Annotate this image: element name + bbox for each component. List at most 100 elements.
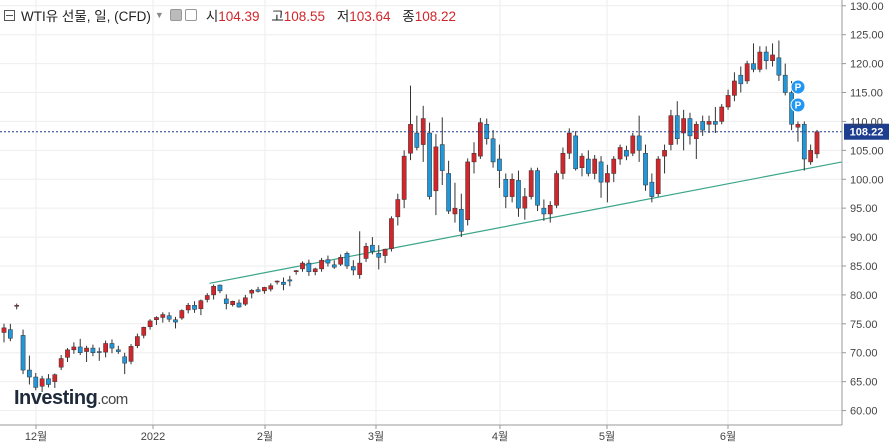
candle-body [65,349,70,358]
investing-logo: Investing.com [14,387,128,409]
candle-body [268,285,274,290]
candle-body [770,54,775,61]
y-tick-label: 130.00 [850,1,884,13]
candle-body [128,346,134,362]
candle-body [230,301,236,305]
candle-body [497,158,502,171]
candle-body [439,144,445,171]
y-tick-label: 120.00 [850,59,884,71]
x-tick-label: 3월 [368,430,384,443]
candle-body [331,264,337,268]
candle-body [338,257,343,265]
candle-body [90,347,96,353]
candle-body [262,287,267,292]
candle-body [211,285,216,296]
candle-body [452,207,458,215]
event-marker-label: P [795,83,802,94]
candle-body [249,290,255,294]
close-icon[interactable] [184,9,197,21]
candle-body [573,135,578,170]
candle-body [46,378,51,385]
y-tick-label: 110.00 [850,116,883,128]
event-marker-pin [790,97,806,113]
candle-body [8,329,13,339]
x-tick-label: 6월 [720,430,736,443]
candle-body [198,300,204,310]
candle-body [223,298,229,304]
candle-body [166,315,172,320]
candle-body [528,170,534,197]
candle-body [662,150,667,157]
candle-body [503,179,509,197]
close-value: 108.22 [414,9,457,24]
x-tick-label: 12월 [25,430,47,443]
collapse-icon[interactable] [4,9,15,21]
candle-body [344,253,350,267]
open-value: 104.39 [218,9,260,24]
candle-body [719,106,725,122]
candle-body [306,262,312,273]
candle-body [655,158,661,194]
candle-body [293,270,299,273]
candle-body [458,209,464,232]
candle-body [433,146,439,192]
candle-body [776,57,782,76]
candle-body [427,132,432,197]
candle-body [554,173,559,206]
candle-body [516,180,521,209]
y-tick-label: 85.00 [850,261,878,273]
candle-body [27,369,32,378]
open-label: 시 [205,9,219,24]
close-label: 종 [402,9,415,24]
candle-body [217,284,223,292]
x-tick-label: 2022 [141,431,165,443]
candle-body [592,158,598,174]
candle-body [643,152,648,186]
candle-body [541,207,547,215]
candle-body [122,356,128,364]
candle-body [14,305,20,307]
candle-body [192,305,197,310]
candle-body [598,161,604,183]
ohlc-readout: 시104.39 고108.55 저103.64 종108.22 [206,5,464,25]
candle-body [20,335,26,371]
candle-body [611,158,617,174]
candle-body [687,118,693,137]
candle-body [312,268,318,273]
candle-body [706,121,712,125]
low-value: 103.64 [349,9,391,24]
candle-body [109,343,115,349]
candle-body [281,281,286,285]
candle-body [738,74,744,85]
settings-icon[interactable] [169,9,182,21]
candle-body [566,132,572,154]
candle-body [471,152,477,163]
candle-body [649,181,655,197]
candle-body [96,351,102,353]
x-tick-label: 2월 [257,430,273,443]
candle-body [71,346,77,351]
candle-body [636,135,642,151]
candle-body [173,319,178,323]
candle-body [725,95,731,108]
candle-body [478,122,483,157]
candle-body [84,347,89,352]
candle-body [490,138,496,163]
high-value: 108.55 [283,9,326,24]
candle-body [147,320,153,327]
y-tick-label: 75.00 [850,319,878,331]
candle-body [744,63,750,82]
chevron-down-icon[interactable]: ▼ [154,10,164,20]
candle-body [382,248,388,256]
high-label: 고 [271,9,284,24]
candle-body [617,147,623,160]
candle-body [465,161,471,220]
candle-body [274,280,280,283]
y-tick-label: 80.00 [850,290,878,302]
candle-body [115,349,121,352]
candle-body [376,253,382,258]
candle-body [782,74,788,93]
candle-body [154,317,159,321]
candle-body [389,218,394,249]
candle-body [814,131,820,155]
